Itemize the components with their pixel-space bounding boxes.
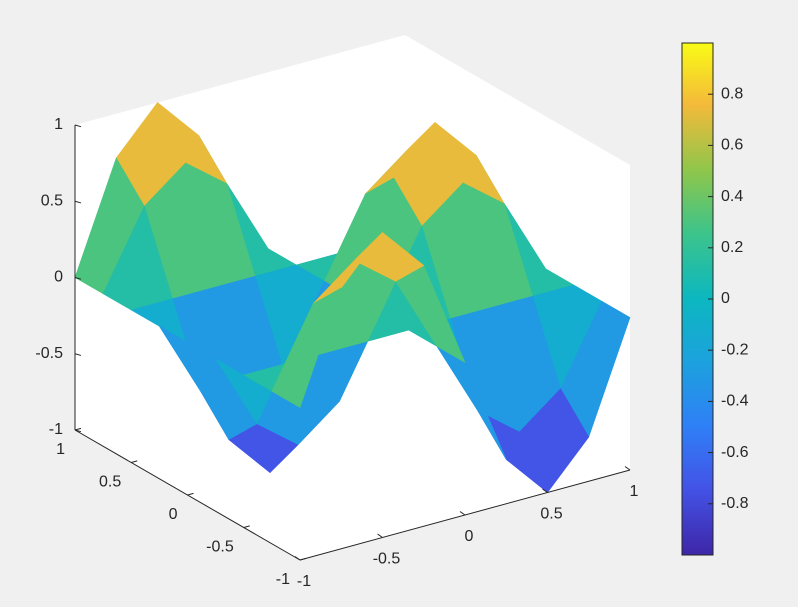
y-tick-label: -1 xyxy=(276,571,290,588)
z-tick-label: 1 xyxy=(54,116,63,133)
z-tick-label: -0.5 xyxy=(35,345,63,362)
colorbar-tick-label: 0.2 xyxy=(721,239,743,256)
y-tick xyxy=(131,460,138,463)
colorbar-tick-label: -0.8 xyxy=(721,495,749,512)
surface-patch xyxy=(271,287,342,408)
z-tick xyxy=(74,200,82,204)
colorbar-tick-label: -0.2 xyxy=(721,341,749,358)
colorbar-tick-label: 0.4 xyxy=(721,188,743,205)
colorbar-tick-label: 0.8 xyxy=(721,85,743,102)
z-tick xyxy=(74,353,82,356)
z-tick xyxy=(74,429,82,433)
z-tick-label: 0.5 xyxy=(41,192,63,209)
x-tick-label: 0.5 xyxy=(540,506,562,523)
y-tick xyxy=(74,427,82,431)
colorbar-tick-label: -0.4 xyxy=(721,393,749,410)
y-tick-label: 1 xyxy=(56,441,65,458)
colorbar-tick-label: 0.6 xyxy=(721,137,743,154)
z-tick xyxy=(74,124,82,128)
colorbar xyxy=(681,42,714,556)
x-tick xyxy=(377,533,383,538)
x-tick xyxy=(459,511,466,516)
colorbar-tick-label: 0 xyxy=(721,290,730,307)
z-tick-label: -1 xyxy=(49,421,63,438)
y-tick xyxy=(187,492,194,496)
z-tick xyxy=(74,277,82,280)
x-tick xyxy=(624,466,631,471)
y-tick-label: 0.5 xyxy=(99,474,121,491)
x-tick-label: 0 xyxy=(465,528,474,545)
colorbar-tick-label: -0.6 xyxy=(721,444,749,461)
y-tick xyxy=(299,557,307,561)
x-tick xyxy=(542,488,548,493)
y-tick xyxy=(243,525,250,528)
x-tick-label: -1 xyxy=(297,573,311,590)
y-tick-label: -0.5 xyxy=(206,539,234,556)
y-tick-label: 0 xyxy=(169,506,178,523)
x-tick-label: 1 xyxy=(630,483,639,500)
z-tick-label: 0 xyxy=(54,269,63,286)
x-tick-label: -0.5 xyxy=(373,551,401,568)
x-tick xyxy=(294,556,301,561)
